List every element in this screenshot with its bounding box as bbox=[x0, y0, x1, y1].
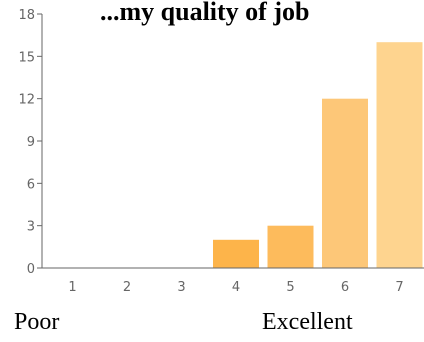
scale-high-label: Excellent bbox=[262, 309, 353, 335]
y-tick-label-0: 0 bbox=[27, 262, 35, 277]
x-tick-label-4: 4 bbox=[232, 280, 240, 295]
y-tick-label-12: 12 bbox=[18, 93, 35, 108]
bars-group bbox=[213, 42, 423, 269]
y-tick-label-3: 3 bbox=[27, 220, 35, 235]
scale-low-label: Poor bbox=[14, 309, 60, 335]
chart-title: ...my quality of job bbox=[100, 0, 309, 26]
x-tick-label-5: 5 bbox=[286, 280, 294, 295]
y-tick-label-15: 15 bbox=[18, 50, 35, 65]
x-tick-label-6: 6 bbox=[341, 280, 349, 295]
x-tick-label-3: 3 bbox=[177, 280, 185, 295]
bar-7 bbox=[376, 42, 423, 269]
bar-6 bbox=[322, 98, 368, 268]
y-tick-label-9: 9 bbox=[27, 135, 35, 150]
x-tick-label-1: 1 bbox=[68, 280, 76, 295]
x-tick-label-2: 2 bbox=[123, 280, 131, 295]
x-tick-label-7: 7 bbox=[395, 280, 403, 295]
y-tick-label-18: 18 bbox=[18, 8, 35, 23]
bar-4 bbox=[213, 239, 259, 268]
bar-5 bbox=[267, 225, 314, 268]
y-tick-label-6: 6 bbox=[27, 177, 35, 192]
